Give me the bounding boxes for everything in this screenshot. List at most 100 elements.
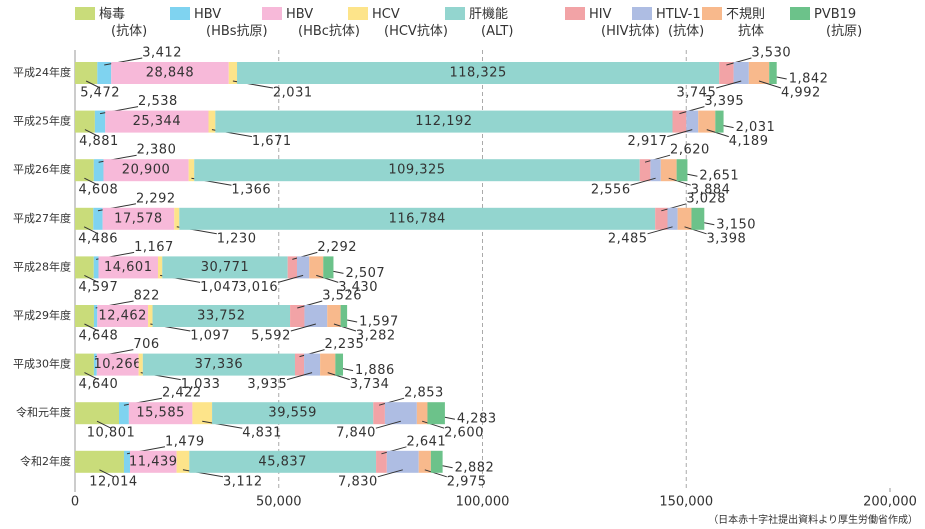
value-label: 1,047 xyxy=(200,280,240,295)
y-tick-label: 令和元年度 xyxy=(16,405,71,419)
value-label: 2,485 xyxy=(608,231,648,246)
value-label: 1,479 xyxy=(165,434,205,449)
value-label: 3,530 xyxy=(751,46,791,61)
bar-segment xyxy=(384,402,417,425)
bar-segment xyxy=(174,207,180,230)
value-label: 706 xyxy=(133,337,159,352)
y-tick-label: 平成25年度 xyxy=(13,114,71,128)
bar-segment xyxy=(93,256,99,279)
bar-segment xyxy=(335,353,344,376)
value-label: 10,801 xyxy=(87,426,136,441)
legend-label: HBV (HBs抗原) xyxy=(194,7,268,39)
bar-segment xyxy=(123,450,130,473)
leader-line xyxy=(96,420,112,429)
leader-line xyxy=(202,420,243,429)
legend-swatch xyxy=(565,7,585,20)
value-label: 4,648 xyxy=(79,329,119,344)
bar-segment xyxy=(75,450,124,473)
value-label: 2,651 xyxy=(699,169,739,184)
value-label: 14,601 xyxy=(104,260,153,275)
value-label: 4,597 xyxy=(79,280,119,295)
leader-line xyxy=(84,177,99,186)
value-label: 30,771 xyxy=(201,260,250,275)
bar-segment xyxy=(427,402,445,425)
leader-line xyxy=(647,226,673,235)
x-tick-label: 100,000 xyxy=(456,495,510,510)
bar-segment xyxy=(93,305,98,327)
value-label: 2,292 xyxy=(317,240,357,255)
legend-label: HTLV-1 (抗体) xyxy=(656,7,704,39)
leader-line xyxy=(316,274,339,283)
y-tick-label: 平成27年度 xyxy=(13,211,71,225)
legend-swatch xyxy=(75,7,95,20)
bar-segment xyxy=(676,159,688,182)
bar-segment xyxy=(128,402,193,425)
value-label: 2,380 xyxy=(137,143,177,158)
value-label: 3,282 xyxy=(356,329,396,344)
value-label: 3,430 xyxy=(338,280,378,295)
bar-segment xyxy=(102,207,175,230)
leader-line xyxy=(679,106,705,115)
value-label: 1,366 xyxy=(231,183,271,198)
leader-line xyxy=(104,57,143,66)
value-label: 2,507 xyxy=(345,266,385,281)
value-label: 33,752 xyxy=(197,309,246,324)
value-label: 4,608 xyxy=(79,183,119,198)
bar-segment xyxy=(93,159,104,182)
value-label: 2,600 xyxy=(444,426,484,441)
bar-segment xyxy=(192,402,213,425)
value-label: 10,266 xyxy=(93,357,142,372)
bar-segment xyxy=(323,256,334,279)
bar-segment xyxy=(142,353,295,376)
value-label: 17,578 xyxy=(114,211,163,226)
legend-label: 不規則抗体 xyxy=(726,7,765,39)
value-label: 112,192 xyxy=(415,114,472,129)
value-label: 7,840 xyxy=(336,426,376,441)
value-label: 2,538 xyxy=(138,94,178,109)
leader-line xyxy=(342,368,354,372)
bar-segment xyxy=(719,62,734,84)
leader-line xyxy=(297,300,323,309)
value-label: 3,526 xyxy=(322,289,362,304)
value-label: 2,641 xyxy=(406,434,446,449)
bar-segment xyxy=(111,62,229,84)
leader-line xyxy=(333,323,357,332)
leader-line xyxy=(83,226,99,235)
bar-segment xyxy=(98,256,158,279)
value-label: 3,112 xyxy=(223,474,263,489)
legend-swatch xyxy=(262,7,282,20)
bar-segment xyxy=(327,305,341,327)
value-label: 116,784 xyxy=(389,211,446,226)
leader-line xyxy=(84,323,99,332)
y-tick-label: 平成29年度 xyxy=(13,308,71,322)
value-label: 25,344 xyxy=(133,114,182,129)
bar-segment xyxy=(75,256,94,279)
value-label: 39,559 xyxy=(268,406,317,421)
value-label: 2,031 xyxy=(736,120,776,135)
value-label: 3,745 xyxy=(677,86,717,101)
bar-segment xyxy=(75,353,94,376)
bar-segment xyxy=(75,305,94,327)
value-label: 7,830 xyxy=(338,474,378,489)
leader-line xyxy=(377,469,403,478)
leader-line xyxy=(327,372,350,381)
legend-swatch xyxy=(702,7,722,20)
bar-segment xyxy=(96,353,139,376)
value-label: 1,886 xyxy=(355,363,395,378)
leader-line xyxy=(704,222,715,226)
bar-segment xyxy=(287,256,297,279)
leader-line xyxy=(84,274,99,283)
bar-segment xyxy=(162,256,288,279)
value-label: 4,640 xyxy=(79,377,119,392)
bar-segment xyxy=(75,62,98,84)
bar-segment xyxy=(386,450,419,473)
bar-segment xyxy=(129,450,177,473)
bar-segment xyxy=(376,450,387,473)
y-tick-label: 平成30年度 xyxy=(13,357,71,371)
leader-line xyxy=(277,274,304,283)
x-tick-label: 150,000 xyxy=(659,495,713,510)
bar-segment xyxy=(320,353,336,376)
leader-line xyxy=(716,80,742,89)
value-label: 2,853 xyxy=(404,386,444,401)
bar-segment xyxy=(650,159,661,182)
